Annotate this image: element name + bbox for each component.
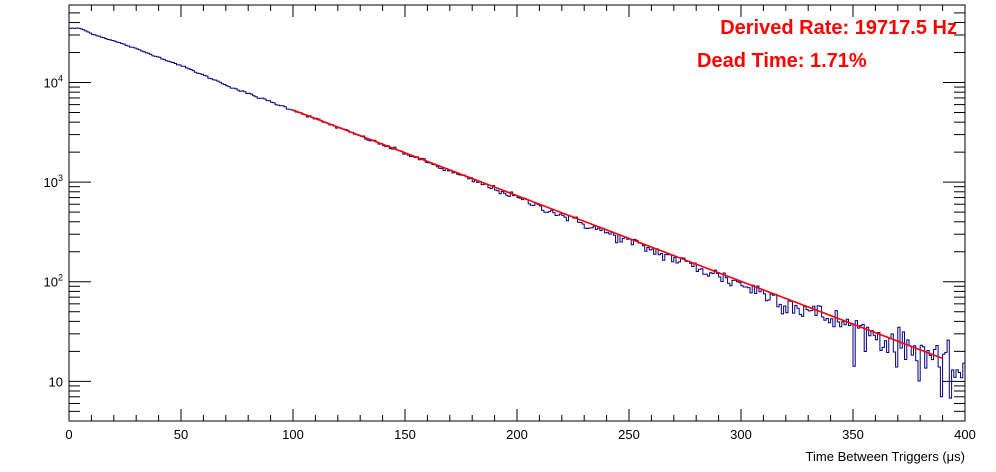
- x-tick-label: 200: [506, 427, 528, 442]
- axis-ticks: [68, 4, 966, 422]
- x-tick-label: 400: [954, 427, 976, 442]
- plot-frame: [68, 4, 966, 422]
- y-tick-label: 10: [49, 374, 63, 389]
- x-tick-label: 350: [842, 427, 864, 442]
- x-axis-title: Time Between Triggers (μs): [806, 449, 965, 464]
- y-tick-labels: 10 102 103 104: [44, 74, 63, 390]
- x-tick-label: 300: [730, 427, 752, 442]
- x-tick-label: 150: [394, 427, 416, 442]
- x-tick-label: 250: [618, 427, 640, 442]
- x-tick-label: 100: [282, 427, 304, 442]
- fit-line: [292, 109, 943, 360]
- derived-rate-annotation: Derived Rate: 19717.5 Hz: [720, 17, 957, 39]
- histogram-series: [69, 27, 965, 399]
- y-tick-label: 103: [44, 173, 63, 190]
- dead-time-annotation: Dead Time: 1.71%: [697, 50, 867, 72]
- y-tick-label: 104: [44, 74, 63, 91]
- x-tick-labels: 0 50 100 150 200 250 300 350 400: [65, 427, 975, 442]
- x-tick-label: 0: [65, 427, 72, 442]
- x-tick-label: 50: [174, 427, 188, 442]
- y-tick-label: 102: [44, 273, 63, 290]
